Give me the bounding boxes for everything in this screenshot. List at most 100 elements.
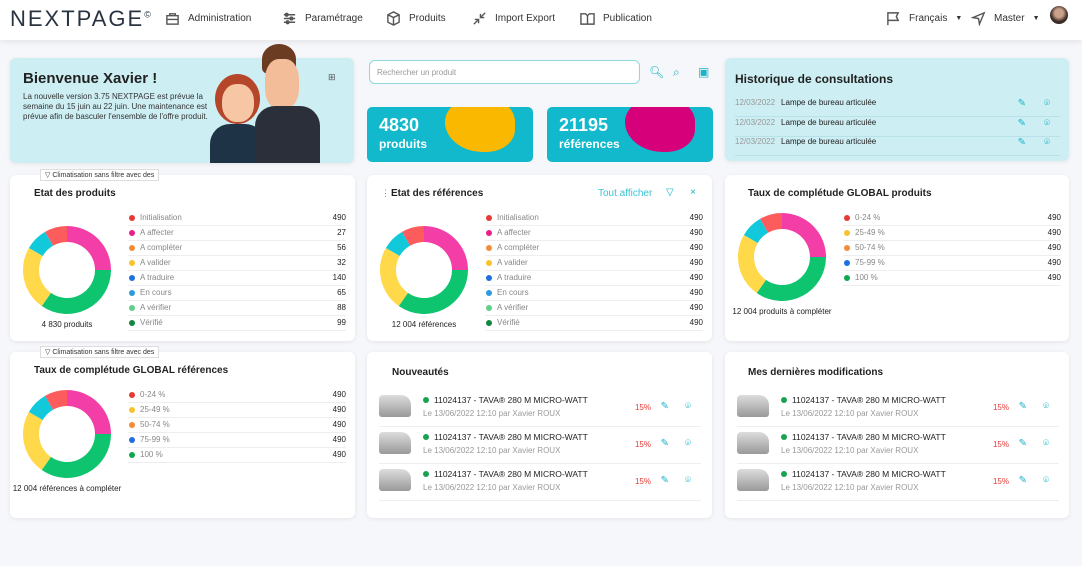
channel-label: Master — [994, 13, 1025, 24]
avatar[interactable] — [1050, 6, 1068, 24]
legend-dot — [129, 230, 135, 236]
legend-item[interactable]: A affecter 490 — [485, 226, 703, 241]
legend-item[interactable]: 25-49 % 490 — [128, 403, 346, 418]
legend-value: 490 — [1047, 228, 1061, 237]
location-pin-icon[interactable]: ⌾ — [685, 438, 691, 449]
legend-item[interactable]: 100 % 490 — [843, 271, 1061, 286]
product-row[interactable]: 11024137 - TAVA® 280 M MICRO-WATT Le 13/0… — [737, 390, 1059, 427]
widget-completude-references: ▽ Climatisation sans filtre avec des Taux… — [10, 346, 355, 518]
legend-item[interactable]: A valider 32 — [128, 256, 346, 271]
location-pin-icon[interactable]: ⌾ — [685, 475, 691, 486]
edit-pencil-icon[interactable]: ✎ — [660, 438, 669, 449]
donut-segment — [22, 412, 51, 471]
filter-tag[interactable]: ▽ Climatisation sans filtre avec des — [40, 346, 160, 358]
channel-select[interactable]: Master ▼ — [971, 11, 1040, 26]
location-pin-icon[interactable]: ⌾ — [1043, 401, 1049, 412]
widgets-icon[interactable]: ⊞ — [328, 72, 336, 82]
filter-tag[interactable]: ▽ Climatisation sans filtre avec des — [40, 169, 160, 181]
legend-item[interactable]: Initialisation 490 — [485, 211, 703, 226]
product-row[interactable]: 11024137 - TAVA® 280 M MICRO-WATT Le 13/0… — [379, 464, 701, 501]
legend-item[interactable]: A traduire 140 — [128, 271, 346, 286]
stat-label: produits — [379, 137, 427, 151]
history-item[interactable]: 12/03/2022 Lampe de bureau articulée ✎ ⌾ — [735, 137, 1060, 156]
logo[interactable]: NEXTPAGE© — [10, 6, 153, 31]
product-row[interactable]: 11024137 - TAVA® 280 M MICRO-WATT Le 13/0… — [737, 427, 1059, 464]
legend-item[interactable]: A vérifier 88 — [128, 301, 346, 316]
legend-item[interactable]: Vérifié 99 — [128, 316, 346, 331]
product-row[interactable]: 11024137 - TAVA® 280 M MICRO-WATT Le 13/0… — [379, 390, 701, 427]
advanced-search-icon[interactable]: ⌕ — [673, 65, 680, 79]
legend-item[interactable]: 0-24 % 490 — [128, 388, 346, 403]
location-pin-icon[interactable]: ⌾ — [1044, 117, 1050, 129]
nav-publication[interactable]: Publication — [580, 11, 652, 26]
legend-item[interactable]: En cours 490 — [485, 286, 703, 301]
logo-text: NEXTPAGE — [10, 6, 145, 31]
legend-item[interactable]: En cours 65 — [128, 286, 346, 301]
donut-chart — [22, 390, 111, 478]
legend-label: A affecter — [140, 228, 174, 237]
legend-item[interactable]: Vérifié 490 — [485, 316, 703, 331]
edit-pencil-icon[interactable]: ✎ — [1018, 401, 1027, 412]
top-bar: NEXTPAGE© Administration Paramétrage Produ… — [0, 0, 1082, 40]
show-all-link[interactable]: Tout afficher — [598, 188, 653, 199]
legend-item[interactable]: 75-99 % 490 — [843, 256, 1061, 271]
donut-total-label: 12 004 références à compléter — [12, 484, 122, 493]
legend-value: 490 — [689, 228, 703, 237]
legend-item[interactable]: A compléter 490 — [485, 241, 703, 256]
legend-item[interactable]: 100 % 490 — [128, 448, 346, 463]
legend-item[interactable]: Initialisation 490 — [128, 211, 346, 226]
location-pin-icon[interactable]: ⌾ — [1044, 98, 1050, 109]
nav-produits[interactable]: Produits — [386, 11, 446, 26]
nav-param-trage[interactable]: Paramétrage — [282, 11, 363, 26]
nav-import-export[interactable]: Import Export — [472, 11, 555, 26]
search-input[interactable]: Rechercher un produit — [369, 60, 640, 84]
close-icon[interactable]: × — [690, 187, 696, 198]
legend-label: A traduire — [497, 273, 532, 282]
edit-pencil-icon[interactable]: ✎ — [1017, 98, 1026, 109]
language-select[interactable]: Français ▼ — [886, 11, 962, 26]
legend-item[interactable]: A compléter 56 — [128, 241, 346, 256]
legend-item[interactable]: 0-24 % 490 — [843, 211, 1061, 226]
legend-label: 25-49 % — [855, 228, 885, 237]
legend-item[interactable]: 75-99 % 490 — [128, 433, 346, 448]
history-item[interactable]: 12/03/2022 Lampe de bureau articulée ✎ ⌾ — [735, 118, 1060, 137]
stat-card-produits[interactable]: 4830 produits — [367, 107, 533, 162]
product-row[interactable]: 11024137 - TAVA® 280 M MICRO-WATT Le 13/0… — [737, 464, 1059, 501]
legend-item[interactable]: 25-49 % 490 — [843, 226, 1061, 241]
edit-pencil-icon[interactable]: ✎ — [660, 401, 669, 412]
legend-dot — [129, 452, 135, 458]
edit-pencil-icon[interactable]: ✎ — [1017, 117, 1026, 129]
product-title: 11024137 - TAVA® 280 M MICRO-WATT — [423, 469, 588, 479]
location-pin-icon[interactable]: ⌾ — [1043, 438, 1049, 449]
drag-handle-icon[interactable]: ⋮ — [381, 188, 390, 198]
edit-pencil-icon[interactable]: ✎ — [1018, 475, 1027, 486]
stat-label: références — [559, 137, 620, 151]
edit-pencil-icon[interactable]: ✎ — [660, 475, 669, 486]
edit-pencil-icon[interactable]: ✎ — [1017, 137, 1026, 148]
search-icon[interactable]: 🔍︎ — [649, 65, 665, 79]
donut-chart — [380, 226, 468, 314]
legend-item[interactable]: 50-74 % 490 — [843, 241, 1061, 256]
donut-segment — [28, 395, 53, 420]
widget-completude-produits: Taux de complétude GLOBAL produits 12 004… — [725, 175, 1069, 341]
legend-dot — [844, 230, 850, 236]
product-row[interactable]: 11024137 - TAVA® 280 M MICRO-WATT Le 13/0… — [379, 427, 701, 464]
legend-item[interactable]: 50-74 % 490 — [128, 418, 346, 433]
nouveautes-title: Nouveautés — [392, 367, 449, 378]
legend-item[interactable]: A affecter 27 — [128, 226, 346, 241]
stat-card-references[interactable]: 21195 références — [547, 107, 713, 162]
location-pin-icon[interactable]: ⌾ — [1044, 137, 1050, 148]
legend-item[interactable]: A traduire 490 — [485, 271, 703, 286]
donut-segment — [67, 226, 111, 270]
nav-administration[interactable]: Administration — [165, 11, 251, 26]
modifications-card: Mes dernières modifications 11024137 - T… — [725, 352, 1069, 518]
folder-search-icon[interactable]: ▣ — [698, 65, 710, 79]
filter-icon[interactable]: ▽ — [666, 187, 674, 198]
location-pin-icon[interactable]: ⌾ — [685, 401, 691, 412]
edit-pencil-icon[interactable]: ✎ — [1018, 438, 1027, 449]
history-item[interactable]: 12/03/2022 Lampe de bureau articulée ✎ ⌾ — [735, 98, 1060, 117]
location-pin-icon[interactable]: ⌾ — [1043, 475, 1049, 486]
legend-item[interactable]: A vérifier 490 — [485, 301, 703, 316]
legend-item[interactable]: A valider 490 — [485, 256, 703, 271]
language-label: Français — [909, 13, 948, 24]
